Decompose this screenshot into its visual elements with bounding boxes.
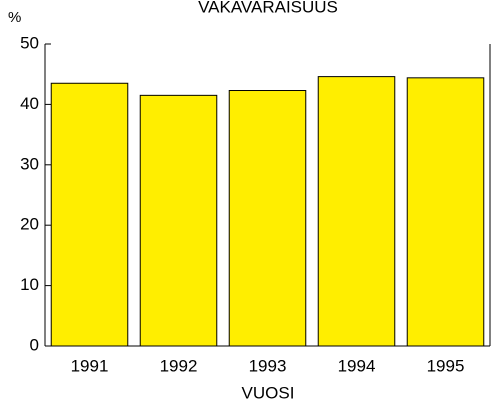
y-tick-label: 10 [20, 275, 39, 294]
x-tick-label: 1993 [249, 356, 287, 375]
y-tick-label: 20 [20, 215, 39, 234]
y-tick-label: 50 [20, 33, 39, 52]
y-tick-label: 0 [30, 335, 39, 354]
x-tick-label: 1992 [160, 356, 198, 375]
x-tick-label: 1994 [338, 356, 376, 375]
x-axis-label: VUOSI [242, 383, 295, 402]
y-tick-label: 40 [20, 94, 39, 113]
x-tick-label: 1991 [71, 356, 109, 375]
bar [50, 82, 129, 347]
bar [228, 90, 307, 347]
bar [139, 94, 218, 347]
bar [406, 77, 485, 347]
x-tick-label: 1995 [427, 356, 465, 375]
bar [317, 76, 396, 347]
chart-title: VAKAVARAISUUS [198, 0, 338, 16]
y-axis-label: % [8, 9, 21, 26]
y-tick-label: 30 [20, 154, 39, 173]
